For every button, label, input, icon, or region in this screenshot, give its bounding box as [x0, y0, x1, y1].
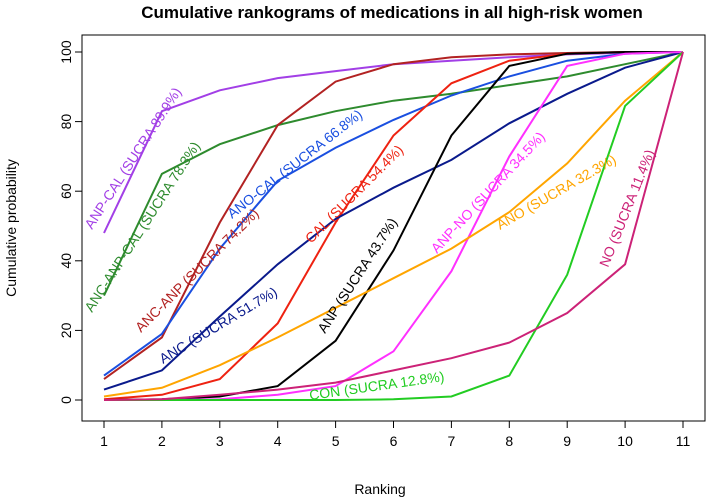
annotation-anp: ANP (SUCRA 43.7%): [314, 215, 400, 336]
x-axis-label: Ranking: [354, 481, 405, 497]
x-tick-label: 11: [676, 433, 691, 449]
x-tick-label: 7: [448, 433, 456, 449]
series-lines: [103, 51, 684, 401]
annotation-anp-cal: ANP-CAL (SUCRA 89.9%): [81, 84, 184, 231]
y-tick-label: 80: [58, 114, 74, 130]
series-line-ano-cal: [103, 51, 684, 377]
series-line-anc: [103, 51, 684, 391]
x-tick-label: 6: [390, 433, 398, 449]
y-tick-label: 0: [58, 396, 74, 404]
series-line-con: [104, 51, 684, 401]
x-tick-label: 9: [563, 433, 571, 449]
x-tick-label: 4: [274, 433, 282, 449]
x-tick-label: 5: [332, 433, 340, 449]
y-tick-label: 40: [58, 253, 74, 269]
x-tick-label: 3: [216, 433, 224, 449]
y-axis: 0 20 40 60 80 100: [58, 40, 83, 404]
chart-title: Cumulative rankograms of medications in …: [141, 3, 643, 22]
x-tick-label: 8: [505, 433, 513, 449]
x-tick-label: 2: [158, 433, 166, 449]
x-tick-label: 1: [100, 433, 108, 449]
series-line-anc-anp-cal: [103, 51, 684, 297]
y-tick-label: 100: [58, 40, 74, 64]
x-tick-label: 10: [617, 433, 633, 449]
series-line-ano: [103, 51, 684, 398]
series-line-anp: [103, 51, 683, 401]
y-tick-label: 60: [58, 183, 74, 199]
y-axis-label: Cumulative probability: [3, 159, 19, 297]
series-line-no: [103, 51, 684, 401]
x-axis: 1 2 3 4 5 6 7 8 9 10 11: [100, 420, 691, 449]
y-tick-label: 20: [58, 322, 74, 338]
